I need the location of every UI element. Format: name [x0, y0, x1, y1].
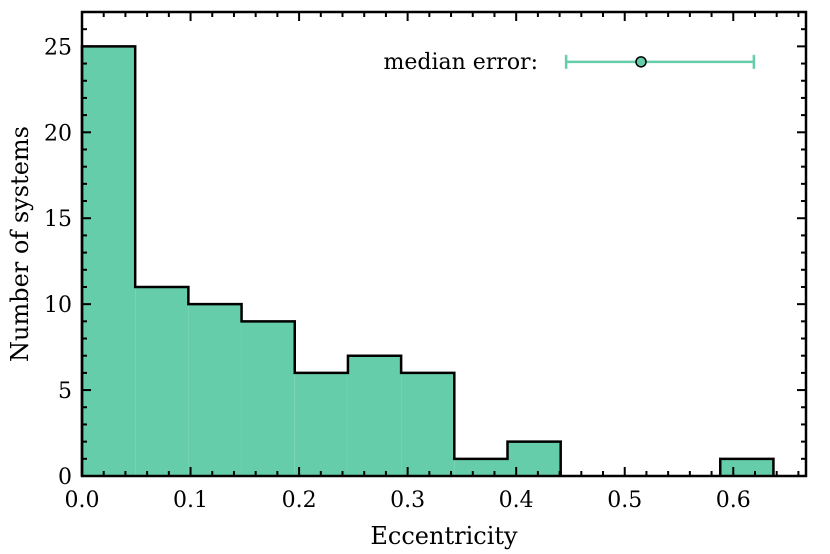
histogram-bar	[294, 372, 348, 476]
x-tick-label: 0.3	[390, 488, 425, 513]
histogram-bar	[82, 46, 136, 477]
y-tick-label: 15	[44, 207, 72, 232]
histogram-bar	[188, 304, 242, 476]
y-tick-label: 0	[58, 465, 72, 490]
histogram-bar	[720, 458, 774, 476]
y-axis-label: Number of systems	[6, 126, 34, 362]
plot-frame	[80, 10, 808, 478]
y-tick-label: 10	[44, 293, 72, 318]
median-error-annotation: median error:	[383, 50, 756, 75]
histogram-bar	[135, 286, 189, 476]
histogram-bar	[401, 372, 455, 476]
x-tick-label: 0.2	[282, 488, 317, 513]
histogram-bars	[80, 45, 775, 477]
x-tick-labels: 0.0 0.1 0.2 0.3 0.4 0.5 0.6	[65, 488, 751, 513]
histogram-bar	[347, 355, 402, 476]
y-tick-label: 25	[44, 35, 72, 60]
median-error-label: median error:	[383, 50, 538, 75]
histogram-bar	[241, 321, 295, 476]
y-tick-label: 5	[58, 379, 72, 404]
x-tick-label: 0.4	[499, 488, 534, 513]
histogram-bar	[454, 458, 508, 476]
x-tick-label: 0.1	[173, 488, 208, 513]
x-axis-label: Eccentricity	[370, 522, 518, 550]
y-tick-label: 20	[44, 121, 72, 146]
x-tick-label: 0.5	[607, 488, 642, 513]
y-tick-labels: 0 5 10 15 20 25	[44, 35, 72, 490]
histogram-outline	[80, 45, 775, 476]
x-tick-label: 0.6	[716, 488, 751, 513]
median-error-point	[635, 56, 647, 68]
x-tick-label: 0.0	[65, 488, 100, 513]
